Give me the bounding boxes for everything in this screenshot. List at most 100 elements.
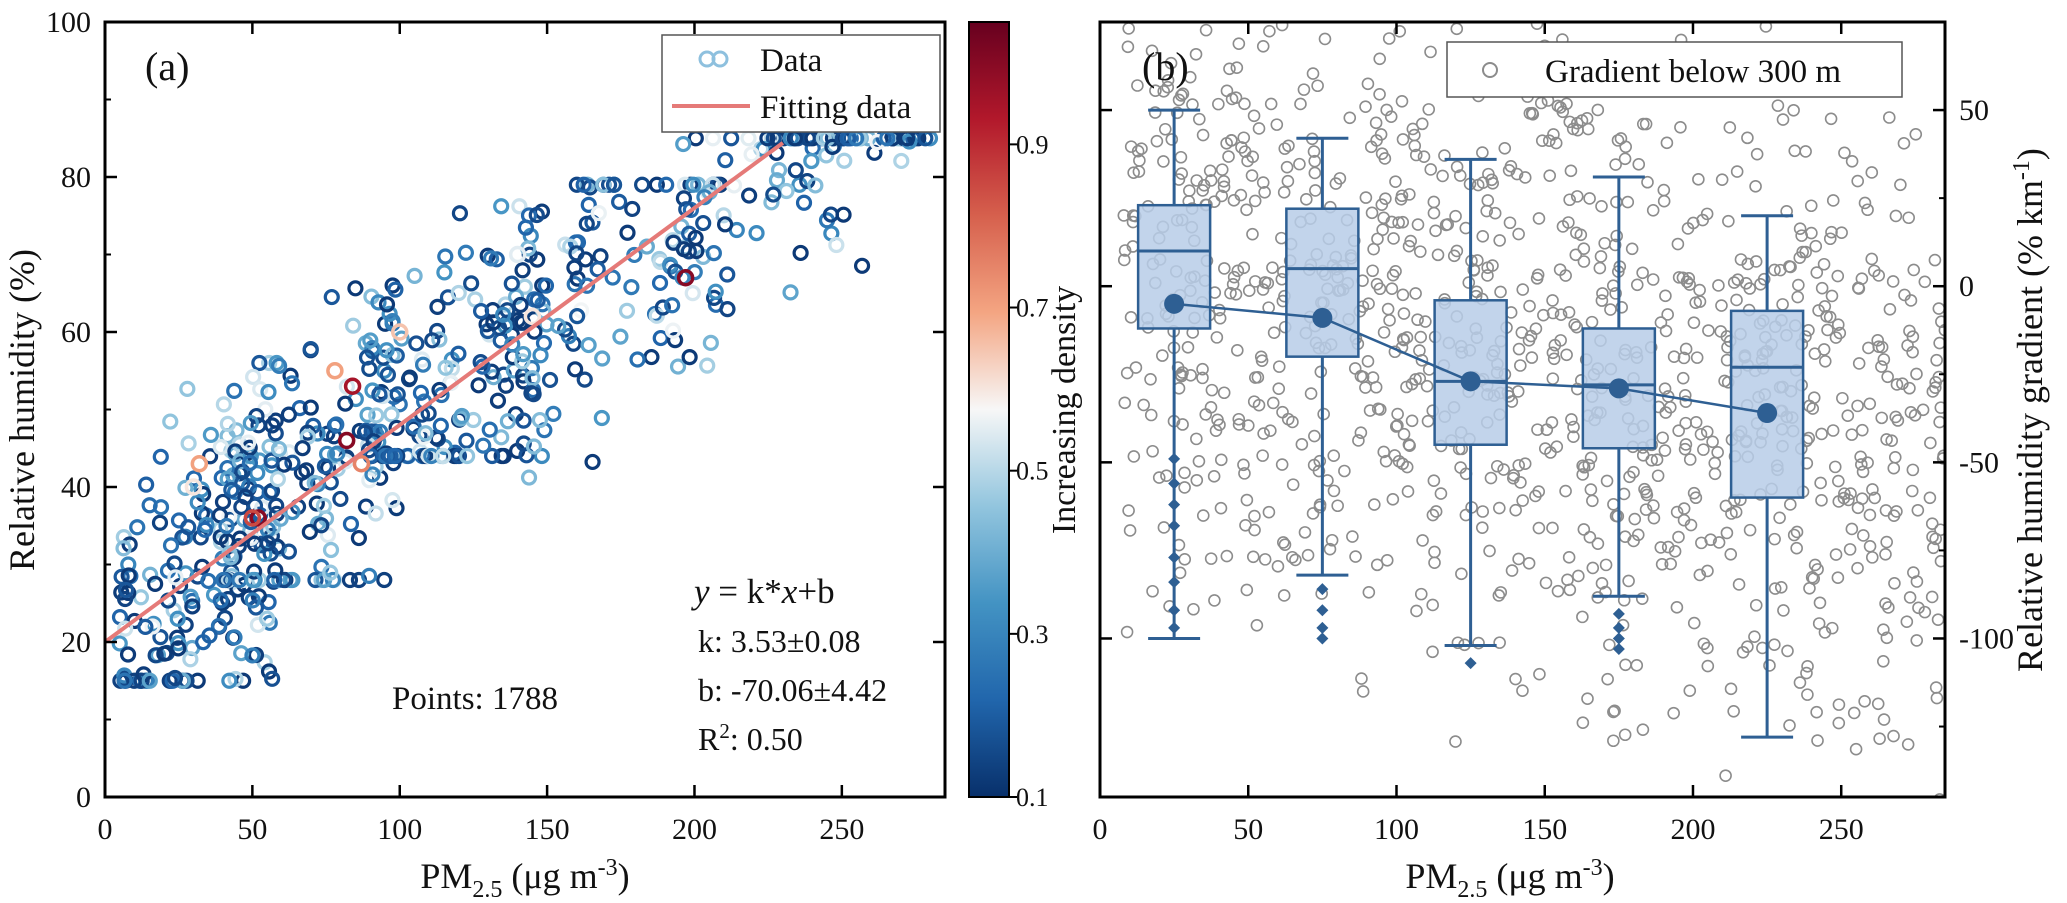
gradient-point xyxy=(1232,37,1246,50)
data-point xyxy=(383,406,400,423)
gradient-point xyxy=(1186,98,1199,111)
gradient-point xyxy=(1215,163,1229,176)
data-point xyxy=(765,186,782,203)
x-tick-label: 100 xyxy=(377,813,422,846)
gradient-point xyxy=(1623,470,1636,484)
gradient-point xyxy=(1356,370,1370,384)
data-point xyxy=(459,447,476,465)
gradient-point xyxy=(1429,224,1442,238)
gradient-point xyxy=(1359,191,1373,204)
data-point xyxy=(315,497,333,514)
data-point xyxy=(280,543,298,560)
gradient-point xyxy=(1829,548,1843,561)
data-point xyxy=(436,264,453,281)
gradient-point xyxy=(1687,616,1701,630)
gradient-point xyxy=(1658,382,1672,395)
gradient-point xyxy=(1560,97,1573,111)
gradient-point xyxy=(1677,351,1691,365)
gradient-point xyxy=(1217,175,1231,188)
gradient-point xyxy=(1311,79,1324,93)
data-point xyxy=(117,590,134,608)
gradient-point xyxy=(1246,227,1259,241)
gradient-point xyxy=(1651,469,1665,483)
data-point xyxy=(356,424,374,441)
data-point xyxy=(361,567,378,584)
gradient-point xyxy=(1493,501,1506,515)
gradient-point xyxy=(1374,128,1388,141)
data-point xyxy=(707,283,724,300)
panel-b-legend-box xyxy=(1446,41,1903,98)
gradient-point xyxy=(1174,150,1188,164)
gradient-point xyxy=(1512,459,1526,472)
gradient-point xyxy=(1658,444,1672,457)
gradient-point xyxy=(1146,444,1159,458)
gradient-point xyxy=(1408,128,1421,142)
data-point xyxy=(515,435,532,452)
data-point xyxy=(219,415,236,432)
gradient-point xyxy=(1700,425,1714,439)
gradient-point xyxy=(1411,313,1424,327)
gradient-point xyxy=(1546,306,1560,320)
gradient-point xyxy=(1930,353,1943,367)
gradient-point xyxy=(1930,691,1944,705)
gradient-point xyxy=(1449,735,1462,748)
gradient-point xyxy=(1715,299,1728,312)
panel-b-legend: Gradient below 300 m xyxy=(1446,41,1903,98)
gradient-point xyxy=(1567,430,1580,443)
data-point xyxy=(450,284,467,302)
data-point xyxy=(328,416,345,433)
gradient-point xyxy=(1370,558,1384,572)
outlier xyxy=(1316,632,1329,645)
data-point xyxy=(376,571,393,589)
gradient-point xyxy=(1926,530,1939,544)
gradient-point xyxy=(1886,275,1900,288)
data-point xyxy=(260,383,277,401)
data-point xyxy=(675,135,692,153)
gradient-point xyxy=(1923,872,1934,883)
gradient-point xyxy=(1492,589,1506,602)
gradient-point xyxy=(1561,573,1574,587)
gradient-point xyxy=(1365,206,1379,220)
data-point-dense xyxy=(343,377,362,395)
data-point xyxy=(893,152,910,170)
gradient-point xyxy=(1222,150,1235,163)
gradient-point xyxy=(1591,537,1605,550)
gradient-point xyxy=(1618,728,1632,742)
legend-data-label: Data xyxy=(760,43,823,79)
panel-b-boxplots xyxy=(1136,108,1805,739)
gradient-point xyxy=(1300,193,1313,206)
gradient-point xyxy=(1823,232,1837,246)
data-point xyxy=(308,495,325,512)
gradient-point xyxy=(1619,658,1632,672)
gradient-point xyxy=(1511,385,1525,398)
gradient-point xyxy=(1697,637,1711,651)
gradient-point xyxy=(1741,131,1754,145)
gradient-point xyxy=(1176,87,1190,101)
gradient-point xyxy=(1898,288,1911,302)
gradient-point xyxy=(1916,403,1930,417)
gradient-point xyxy=(1672,424,1685,437)
gradient-point xyxy=(1484,471,1498,485)
gradient-point xyxy=(1933,415,1945,429)
gradient-point xyxy=(1815,281,1829,295)
outlier xyxy=(1464,657,1477,670)
gradient-point xyxy=(1381,302,1395,316)
gradient-point xyxy=(1601,672,1614,686)
gradient-point xyxy=(1266,396,1280,410)
data-point xyxy=(495,306,512,323)
gradient-point xyxy=(1872,269,1886,282)
gradient-point xyxy=(1875,360,1888,373)
gradient-point xyxy=(1391,419,1404,432)
gradient-point xyxy=(1144,372,1157,386)
x-tick-label: 100 xyxy=(1374,813,1419,846)
data-point xyxy=(740,130,757,147)
gradient-point xyxy=(1693,283,1706,297)
data-point-dense xyxy=(243,509,262,527)
gradient-point xyxy=(1405,414,1419,428)
data-point xyxy=(684,285,701,302)
data-point xyxy=(828,236,845,254)
gradient-point xyxy=(1193,112,1206,126)
gradient-point xyxy=(1924,436,1937,450)
gradient-point xyxy=(1157,521,1171,534)
gradient-point xyxy=(1373,87,1386,101)
